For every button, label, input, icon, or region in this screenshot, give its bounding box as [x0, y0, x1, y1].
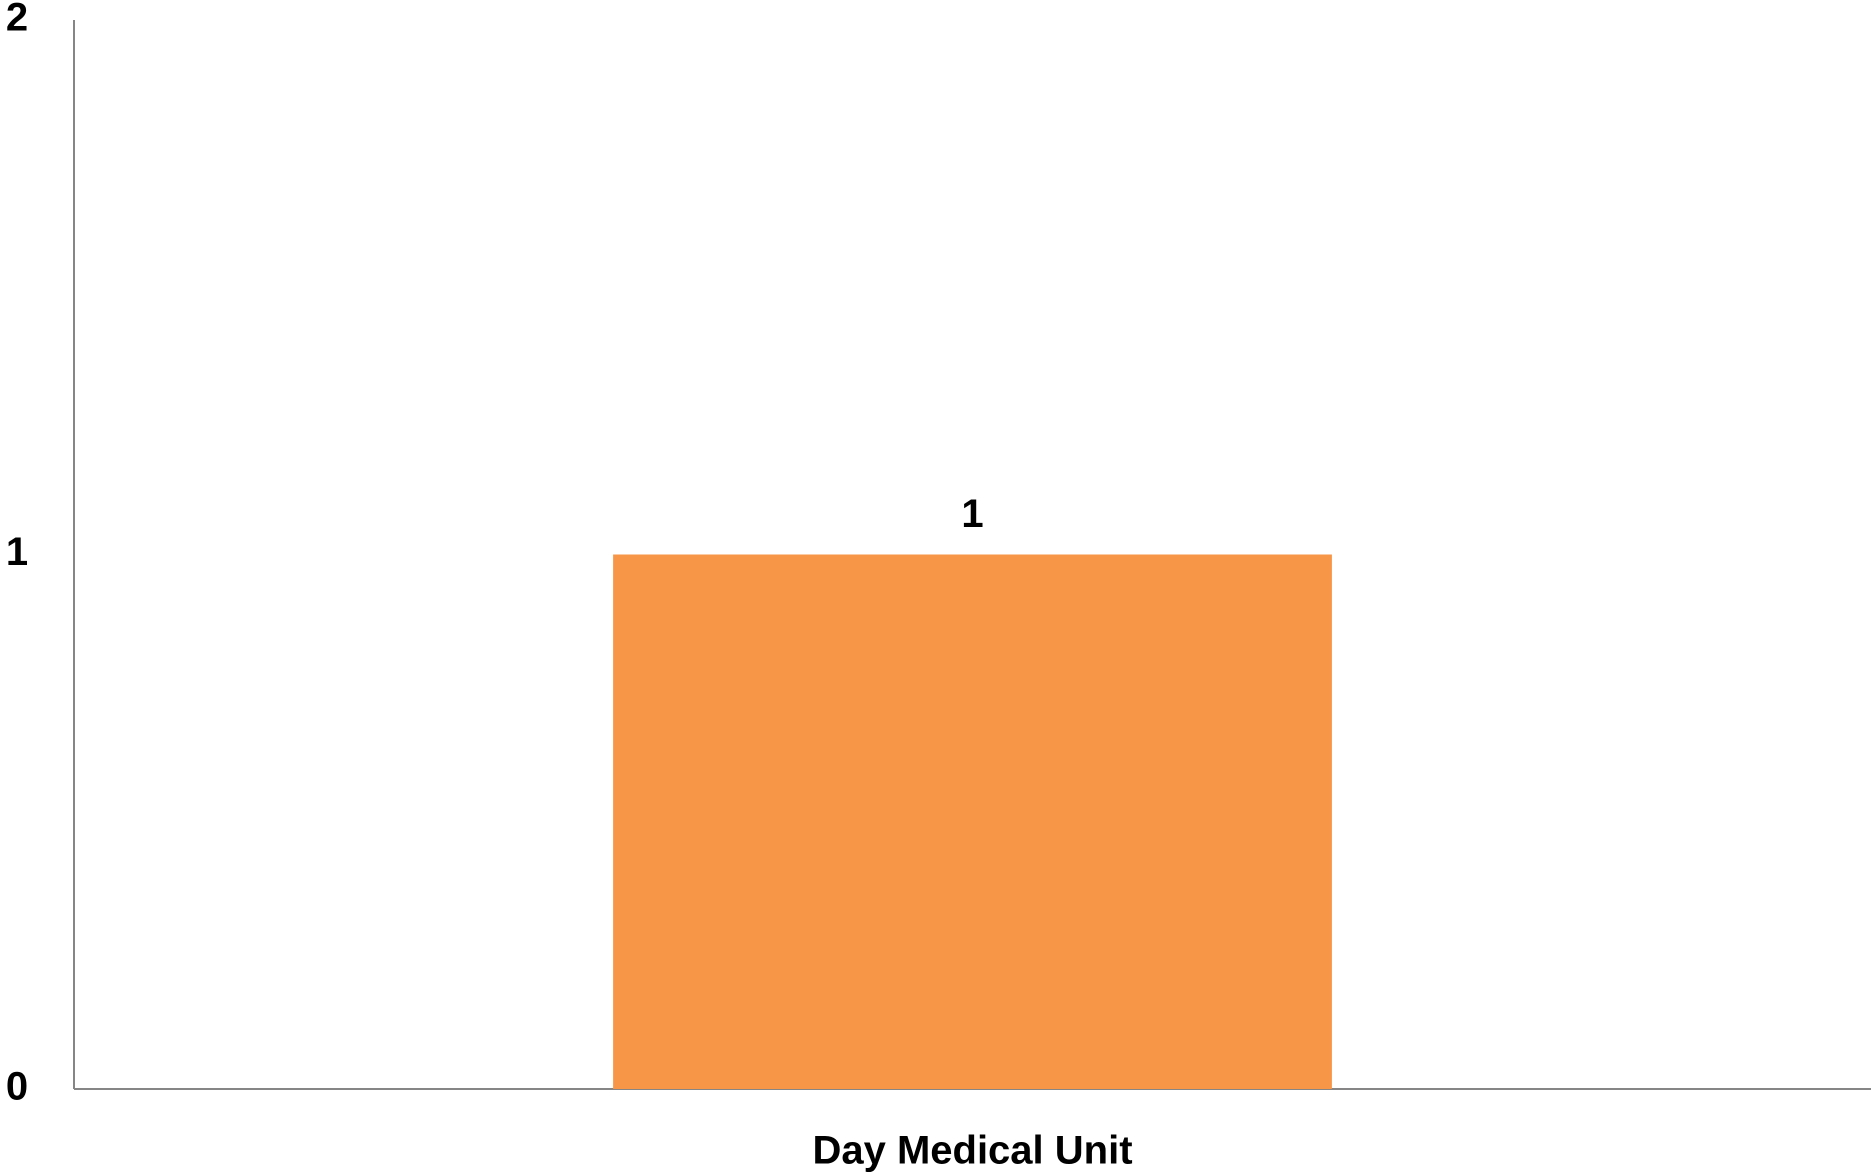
x-tick-label: Day Medical Unit	[812, 1129, 1132, 1173]
y-tick-label: 1	[6, 530, 28, 574]
data-label: 1	[961, 492, 983, 536]
bar	[613, 554, 1332, 1089]
y-tick-label: 2	[6, 0, 28, 40]
y-tick-label: 0	[6, 1065, 28, 1109]
